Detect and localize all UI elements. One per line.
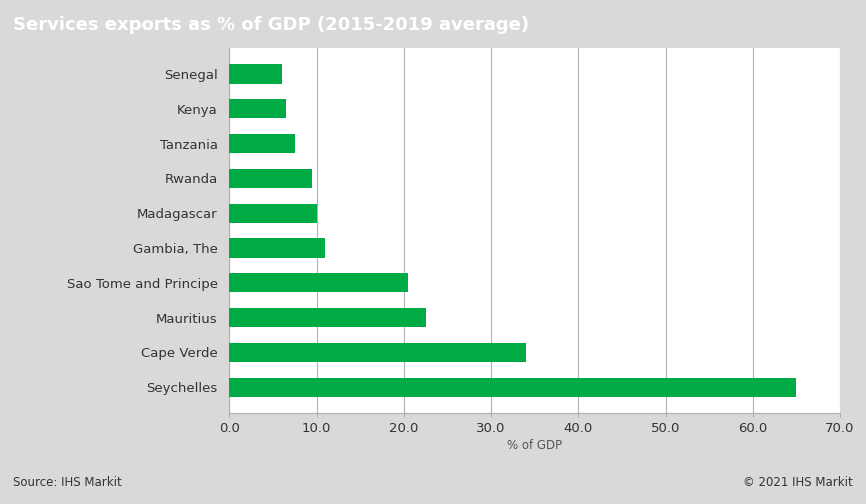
Bar [229, 343, 526, 362]
Bar [229, 65, 281, 84]
Bar [229, 204, 317, 223]
Text: Source: IHS Markit: Source: IHS Markit [13, 476, 122, 489]
Bar [229, 377, 797, 397]
Bar [229, 238, 326, 258]
Text: © 2021 IHS Markit: © 2021 IHS Markit [743, 476, 853, 489]
Bar [229, 169, 313, 188]
Bar [229, 273, 408, 292]
Bar [229, 134, 295, 153]
X-axis label: % of GDP: % of GDP [507, 439, 562, 453]
Bar [229, 308, 426, 327]
Text: Services exports as % of GDP (2015-2019 average): Services exports as % of GDP (2015-2019 … [13, 16, 529, 34]
Bar [229, 99, 286, 118]
